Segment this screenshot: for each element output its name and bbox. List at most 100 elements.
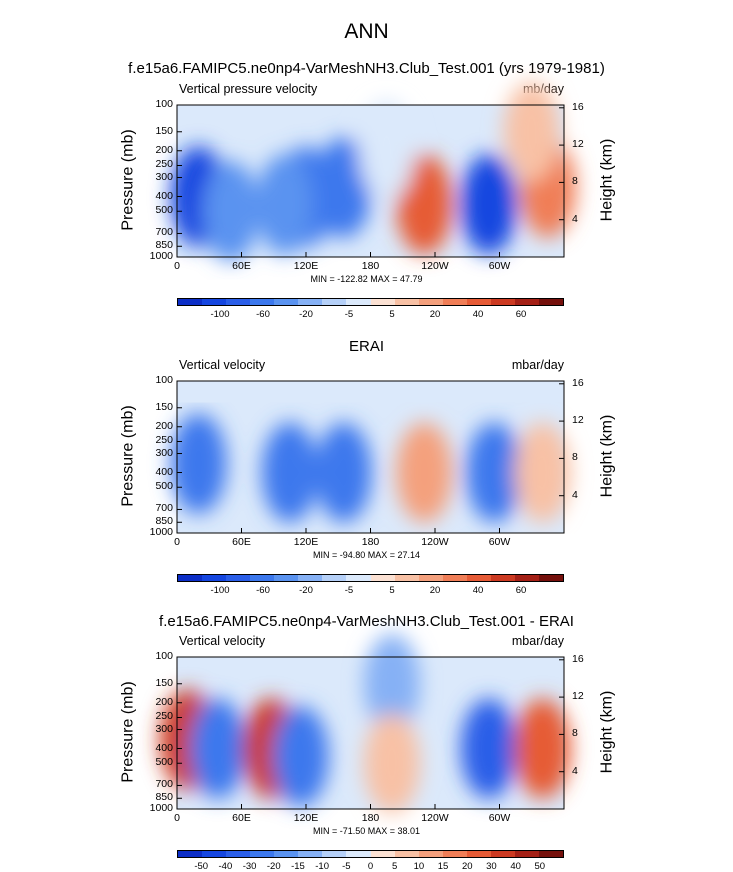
colorbar-label: 0 [367, 861, 374, 872]
colorbar-swatch [322, 851, 347, 857]
lon-tick-label: 0 [174, 260, 180, 272]
lon-tick-label: 60E [232, 812, 251, 824]
height-tick-label: 8 [572, 175, 578, 188]
colorbar-label: 20 [461, 861, 473, 872]
colorbar-label: 20 [429, 585, 441, 596]
pressure-tick-label: 850 [155, 515, 173, 528]
colorbar-swatch [346, 299, 371, 305]
colorbar-swatch [202, 575, 227, 581]
colorbar-label: 30 [486, 861, 497, 872]
panel-subtitle: ERAI [348, 338, 384, 355]
colorbar-label: 40 [472, 585, 484, 596]
colorbar-swatch [442, 851, 467, 857]
pressure-tick-label: 700 [155, 502, 173, 515]
colorbar-swatch [466, 575, 491, 581]
lon-tick-label: 180 [361, 812, 380, 824]
colorbar-swatch [322, 299, 347, 305]
heatmap-cell [315, 422, 372, 523]
colorbar-swatch [466, 851, 491, 857]
pressure-tick-label: 150 [155, 400, 173, 413]
pressure-tick-label: 500 [155, 204, 173, 217]
colorbar-label: -5 [344, 309, 354, 320]
pressure-tick-label: 500 [155, 480, 173, 493]
colorbar-label: -20 [299, 585, 313, 596]
colorbar-swatch [538, 575, 563, 581]
pressure-tick-label: 250 [155, 710, 173, 723]
colorbar-swatch [250, 851, 275, 857]
colorbar-swatch [394, 575, 419, 581]
pressure-tick-label: 150 [155, 676, 173, 689]
colorbar-swatch [514, 299, 539, 305]
colorbar-label: -5 [344, 585, 354, 596]
colorbar-swatch [250, 575, 275, 581]
pressure-tick-label: 500 [155, 756, 173, 769]
lon-tick-label: 60W [488, 812, 511, 824]
lon-tick-label: 120W [421, 536, 449, 548]
heatmap-cell [170, 413, 227, 514]
heatmap-plot [170, 81, 576, 262]
colorbar-label: -50 [194, 861, 209, 872]
colorbar-swatch [490, 575, 515, 581]
heatmap-plot [170, 380, 571, 534]
colorbar-swatch [514, 851, 539, 857]
colorbar-swatch [442, 299, 467, 305]
colorbar-swatch [322, 575, 347, 581]
colorbar-swatch [418, 299, 443, 305]
pressure-tick-label: 250 [155, 158, 173, 171]
pressure-tick-label: 400 [155, 741, 173, 754]
pressure-tick-label: 150 [155, 124, 173, 137]
colorbar-swatch [418, 575, 443, 581]
colorbar-label: 50 [534, 861, 546, 872]
lon-tick-label: 180 [361, 260, 380, 272]
heatmap-cell [272, 706, 329, 807]
colorbar-label: -5 [342, 861, 351, 872]
min-max-stats: MIN = -94.80 MAX = 27.14 [312, 550, 421, 560]
colorbar-label: 5 [392, 861, 398, 872]
colorbar-swatch [370, 299, 395, 305]
colorbar-label: -15 [291, 861, 305, 872]
colorbar-swatch [394, 299, 419, 305]
pressure-tick-label: 100 [155, 98, 173, 110]
colorbar-swatch [442, 575, 467, 581]
colorbar-swatch [178, 575, 203, 581]
heatmap-cell [189, 698, 246, 799]
pressure-tick-label: 200 [155, 695, 173, 708]
main-title: ANN [344, 20, 389, 43]
lon-tick-label: 60W [488, 536, 511, 548]
colorbar-swatch [346, 851, 371, 857]
colorbar-swatch [490, 299, 515, 305]
lon-tick-label: 120E [293, 260, 319, 272]
colorbar-label: 10 [413, 861, 425, 872]
lon-tick-label: 60W [488, 260, 511, 272]
heatmap-cell [364, 633, 420, 734]
colorbar-label: -100 [210, 309, 230, 320]
heatmap-cell [256, 154, 313, 255]
colorbar-label: 60 [515, 585, 527, 596]
colorbar-swatch [274, 575, 299, 581]
y-axis-title: Pressure (mb) [119, 681, 137, 783]
y2-axis-title: Height (km) [598, 690, 616, 774]
lon-tick-label: 120E [293, 812, 319, 824]
colorbar-label: -60 [256, 585, 270, 596]
colorbar-swatch [418, 851, 443, 857]
colorbar-label: -100 [210, 585, 230, 596]
pressure-tick-label: 300 [155, 722, 173, 735]
heatmap-plot [159, 633, 571, 814]
pressure-tick-label: 300 [155, 170, 173, 183]
y2-axis-title: Height (km) [598, 414, 616, 498]
colorbar-swatch [394, 851, 419, 857]
pressure-tick-label: 1000 [149, 526, 173, 538]
heatmap-cell [460, 154, 517, 255]
panel-left-label: Vertical velocity [179, 358, 266, 372]
height-tick-label: 16 [572, 376, 584, 389]
heatmap-cell [364, 713, 420, 814]
height-tick-label: 16 [572, 652, 584, 665]
colorbar-swatch [178, 299, 203, 305]
heatmap-cell [466, 422, 523, 523]
heatmap-cell [514, 698, 571, 799]
colorbar-label: -30 [242, 861, 257, 872]
colorbar-swatch [274, 851, 299, 857]
pressure-tick-label: 100 [155, 374, 173, 386]
panel-subtitle: f.e15a6.FAMIPC5.ne0np4-VarMeshNH3.Club_T… [128, 60, 605, 77]
colorbar-label: -20 [266, 861, 281, 872]
